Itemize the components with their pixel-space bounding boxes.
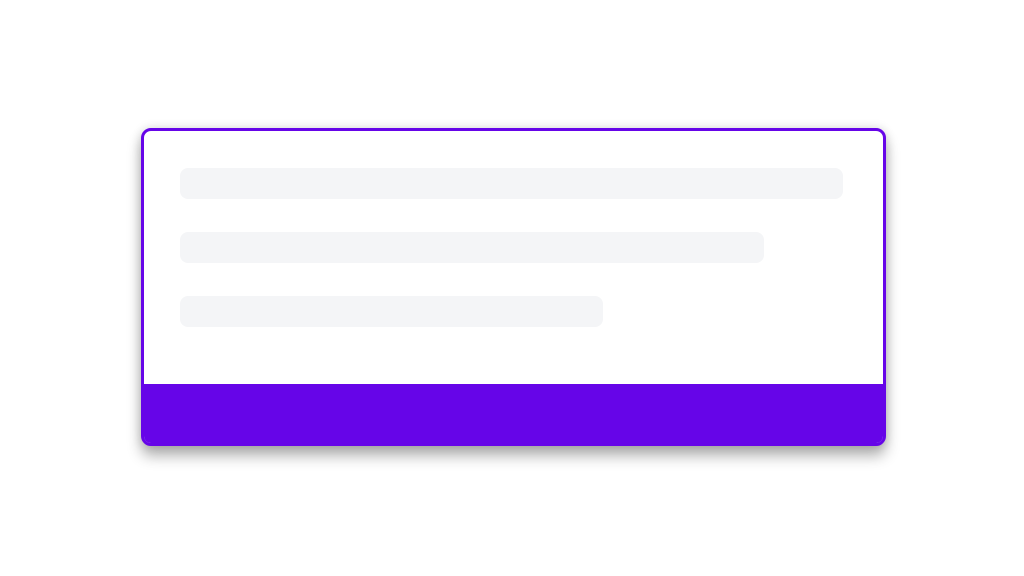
- card-body: [144, 131, 883, 384]
- skeleton-line: [180, 232, 764, 263]
- skeleton-line: [180, 168, 843, 199]
- card-footer: [144, 384, 883, 443]
- card: [141, 128, 886, 446]
- skeleton-line: [180, 296, 603, 327]
